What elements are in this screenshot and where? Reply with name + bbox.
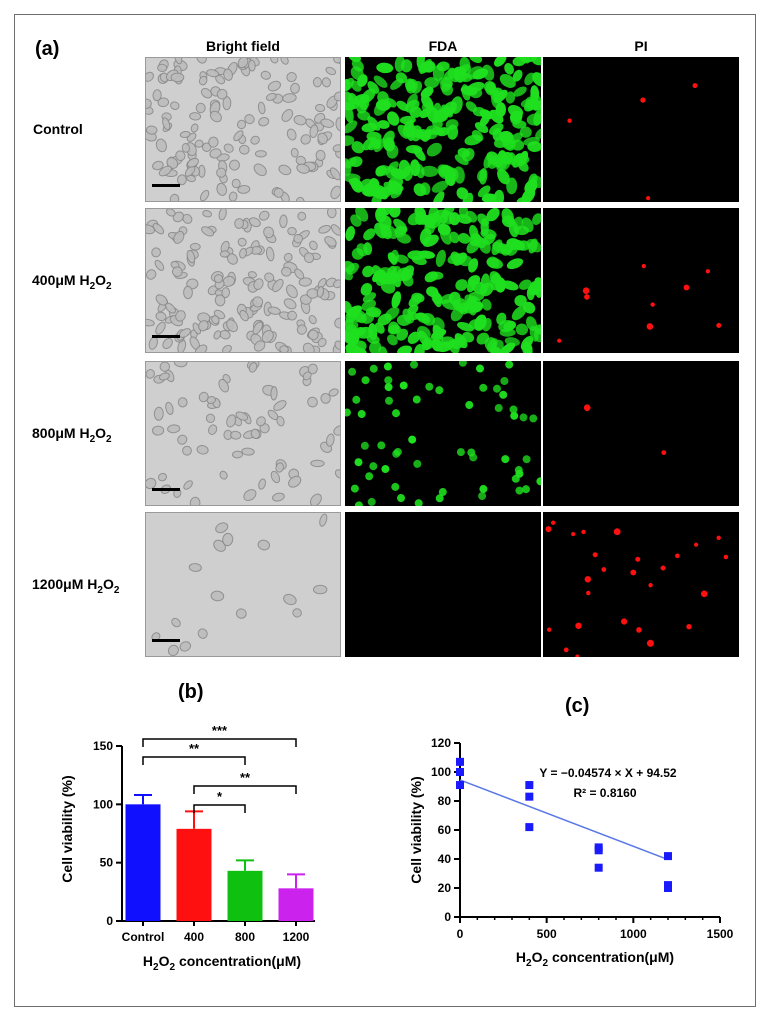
y-axis-title: Cell viability (%) <box>59 775 75 882</box>
pi-micrograph-row-2 <box>543 208 739 353</box>
data-point <box>456 781 464 790</box>
x-tick-label: 1200 <box>283 930 310 944</box>
fda-micrograph-row-1 <box>345 57 541 202</box>
y-tick-label: 40 <box>438 852 452 866</box>
regression-line <box>459 779 669 861</box>
bf-micrograph-row-3 <box>145 361 341 506</box>
significance-label: ** <box>189 741 200 756</box>
y-tick-label: 100 <box>431 765 451 779</box>
figure-frame <box>14 14 756 1007</box>
x-axis-title: H2O2 concentration(μM) <box>143 953 301 973</box>
bar-800 <box>227 870 263 921</box>
x-tick-label: 400 <box>184 930 204 944</box>
significance-bracket <box>193 804 246 813</box>
y-tick-label: 80 <box>438 794 452 808</box>
significance-label: ** <box>240 770 251 785</box>
x-tick-label: 800 <box>235 930 255 944</box>
fda-micrograph-row-4 <box>345 512 541 657</box>
pi-micrograph-row-3 <box>543 361 739 506</box>
y-tick-label: 150 <box>93 739 113 753</box>
row-label-control: Control <box>33 121 83 137</box>
column-header-bright-field: Bright field <box>206 38 280 54</box>
pi-micrograph-row-4 <box>543 512 739 657</box>
data-point <box>594 863 603 872</box>
y-axis-title: Cell viability (%) <box>408 776 424 883</box>
y-tick-label: 0 <box>106 914 113 928</box>
y-tick-label: 0 <box>444 910 451 924</box>
y-tick-label: 20 <box>438 881 452 895</box>
x-tick-label: 500 <box>537 927 557 941</box>
y-tick-label: 120 <box>431 736 451 750</box>
significance-label: * <box>217 789 223 804</box>
data-point <box>525 792 534 801</box>
data-point <box>525 781 534 790</box>
scale-bar <box>152 639 180 642</box>
data-point <box>664 884 672 892</box>
bar-1200 <box>278 888 314 921</box>
row-label-800: 800μM H2O2 <box>32 425 112 445</box>
column-header-pi: PI <box>634 38 648 54</box>
significance-label: *** <box>212 723 228 738</box>
bar-400 <box>176 828 212 921</box>
bf-micrograph-row-1 <box>145 57 341 202</box>
r-squared-label: R² = 0.8160 <box>573 786 636 800</box>
significance-bracket <box>193 785 297 794</box>
x-tick-label: 0 <box>457 927 464 941</box>
x-tick-label: Control <box>122 930 165 944</box>
x-tick-label: 1000 <box>620 927 647 941</box>
scale-bar <box>152 184 180 187</box>
x-tick-label: 1500 <box>707 927 734 941</box>
bf-micrograph-row-2 <box>145 208 341 353</box>
data-point <box>456 757 464 766</box>
y-tick-label: 100 <box>93 797 113 811</box>
data-point <box>664 852 672 861</box>
data-point <box>594 846 603 855</box>
fda-micrograph-row-2 <box>345 208 541 353</box>
x-axis-title: H2O2 concentration(μM) <box>516 949 674 969</box>
significance-bracket <box>142 756 246 765</box>
column-header-fda: FDA <box>428 38 458 54</box>
fda-micrograph-row-3 <box>345 361 541 506</box>
row-label-400: 400μM H2O2 <box>32 272 112 292</box>
y-tick-label: 60 <box>438 823 452 837</box>
bf-micrograph-row-4 <box>145 512 341 657</box>
scale-bar <box>152 335 180 338</box>
scale-bar <box>152 488 180 491</box>
panel-c-letter: (c) <box>565 695 589 717</box>
pi-micrograph-row-1 <box>543 57 739 202</box>
bar-Control <box>125 804 161 921</box>
y-tick-label: 50 <box>100 856 114 870</box>
panel-a-letter: (a) <box>35 38 60 60</box>
panel-b-letter: (b) <box>178 681 204 703</box>
data-point <box>456 768 464 776</box>
regression-equation: Y = −0.04574 × X + 94.52 <box>539 766 677 780</box>
row-label-1200: 1200μM H2O2 <box>32 576 120 596</box>
significance-bracket <box>142 738 297 747</box>
data-point <box>525 823 534 832</box>
